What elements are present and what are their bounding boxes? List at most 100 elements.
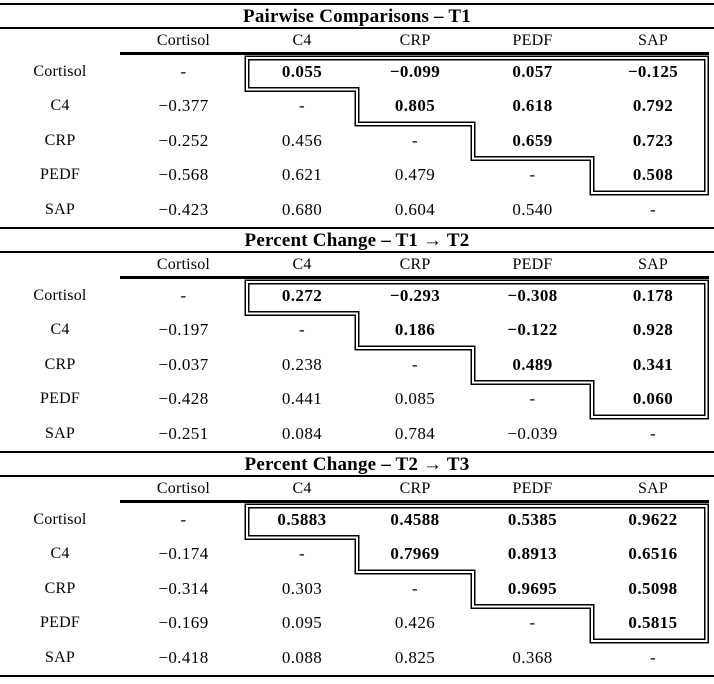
row-label-crp: CRP bbox=[44, 131, 76, 149]
row-label-pedf: PEDF bbox=[40, 614, 80, 632]
row-label-sap: SAP bbox=[45, 424, 75, 442]
cell-c4-pedf: 0.8913 bbox=[507, 544, 558, 564]
cell-crp-sap: 0.341 bbox=[632, 354, 674, 374]
table-body-grid: Cortisol - 0.055 −0.099 0.057 −0.125 C4 −0.377 -… bbox=[0, 55, 714, 228]
cell-c4-cortisol: −0.197 bbox=[158, 320, 209, 340]
cell-cortisol-cortisol: - bbox=[180, 285, 187, 305]
cell-pedf-pedf: - bbox=[529, 613, 536, 633]
column-header-c4: C4 bbox=[292, 31, 312, 49]
cell-crp-crp: - bbox=[411, 354, 419, 374]
cell-pedf-sap: 0.060 bbox=[632, 389, 674, 409]
table-sections: Pairwise Comparisons – T1 Cortisol C4 CRP P… bbox=[0, 3, 714, 675]
cell-c4-c4: - bbox=[298, 320, 306, 340]
header-underline-rule bbox=[120, 500, 709, 503]
column-header-crp: CRP bbox=[399, 31, 431, 49]
row-label-pedf: PEDF bbox=[40, 166, 80, 184]
table-section-2: Percent Change – T1 → T2 Cortisol C4 CRP PE… bbox=[0, 227, 714, 451]
cell-sap-sap: - bbox=[649, 199, 657, 219]
cell-sap-c4: 0.680 bbox=[281, 199, 323, 219]
header-underline-rule bbox=[120, 276, 709, 279]
cell-pedf-crp: 0.085 bbox=[394, 389, 436, 409]
cell-sap-crp: 0.604 bbox=[394, 199, 436, 219]
cell-crp-sap: 0.5098 bbox=[628, 578, 678, 598]
table-header-row: Cortisol C4 CRP PEDF SAP bbox=[0, 477, 714, 500]
cell-pedf-c4: 0.441 bbox=[281, 389, 323, 409]
column-header-cortisol: Cortisol bbox=[156, 31, 211, 49]
cell-cortisol-cortisol: - bbox=[180, 509, 187, 529]
row-label-sap: SAP bbox=[45, 200, 75, 218]
cell-cortisol-sap: 0.178 bbox=[632, 285, 674, 305]
cell-cortisol-sap: −0.125 bbox=[627, 61, 679, 81]
cell-pedf-cortisol: −0.428 bbox=[158, 389, 209, 409]
table-header-row: Cortisol C4 CRP PEDF SAP bbox=[0, 29, 714, 52]
cell-pedf-crp: 0.479 bbox=[394, 165, 436, 185]
cell-c4-cortisol: −0.377 bbox=[158, 96, 209, 116]
table-body: Cortisol - 0.5883 0.4588 0.5385 0.9622 C4 −0.17… bbox=[0, 503, 714, 676]
cell-cortisol-c4: 0.5883 bbox=[277, 509, 327, 529]
column-header-pedf: PEDF bbox=[512, 31, 553, 49]
cell-sap-pedf: 0.368 bbox=[512, 647, 553, 667]
cell-cortisol-c4: 0.272 bbox=[281, 285, 323, 305]
cell-crp-cortisol: −0.037 bbox=[158, 354, 209, 374]
cell-sap-cortisol: −0.423 bbox=[158, 199, 209, 219]
cell-pedf-cortisol: −0.568 bbox=[158, 165, 209, 185]
cell-c4-sap: 0.928 bbox=[632, 320, 674, 340]
bottom-rule bbox=[0, 675, 714, 677]
cell-c4-crp: 0.7969 bbox=[390, 544, 440, 564]
cell-c4-cortisol: −0.174 bbox=[158, 544, 209, 564]
cell-cortisol-pedf: 0.057 bbox=[512, 61, 553, 81]
row-label-cortisol: Cortisol bbox=[33, 62, 87, 80]
cell-sap-crp: 0.825 bbox=[394, 647, 436, 667]
cell-crp-c4: 0.238 bbox=[281, 354, 323, 374]
cell-sap-cortisol: −0.251 bbox=[158, 423, 209, 443]
column-header-sap: SAP bbox=[638, 255, 668, 273]
cell-sap-pedf: −0.039 bbox=[507, 423, 558, 443]
table-body: Cortisol - 0.055 −0.099 0.057 −0.125 C4 −0.377 -… bbox=[0, 55, 714, 228]
table-header-row: Cortisol C4 CRP PEDF SAP bbox=[0, 253, 714, 276]
cell-c4-c4: - bbox=[298, 96, 306, 116]
column-header-crp: CRP bbox=[399, 255, 431, 273]
table-body: Cortisol - 0.272 −0.293 −0.308 0.178 C4 −0.197 -… bbox=[0, 279, 714, 452]
cell-cortisol-cortisol: - bbox=[180, 61, 187, 81]
cell-crp-crp: - bbox=[411, 130, 419, 150]
cell-pedf-pedf: - bbox=[529, 389, 536, 409]
cell-cortisol-crp: 0.4588 bbox=[390, 509, 440, 529]
cell-cortisol-crp: −0.099 bbox=[389, 61, 441, 81]
row-label-crp: CRP bbox=[44, 579, 76, 597]
cell-sap-sap: - bbox=[649, 423, 657, 443]
cell-c4-crp: 0.186 bbox=[394, 320, 436, 340]
cell-sap-c4: 0.088 bbox=[281, 647, 323, 667]
row-label-c4: C4 bbox=[50, 97, 70, 115]
cell-cortisol-sap: 0.9622 bbox=[628, 509, 678, 529]
row-label-crp: CRP bbox=[44, 355, 76, 373]
cell-sap-pedf: 0.540 bbox=[512, 199, 553, 219]
table-title: Percent Change – T1 → T2 bbox=[0, 229, 714, 253]
table-title: Percent Change – T2 → T3 bbox=[0, 453, 714, 477]
header-corner-cell bbox=[0, 477, 120, 500]
header-corner-cell bbox=[0, 29, 120, 52]
cell-c4-pedf: −0.122 bbox=[507, 320, 558, 340]
table-title: Pairwise Comparisons – T1 bbox=[0, 5, 714, 29]
cell-cortisol-pedf: 0.5385 bbox=[507, 509, 558, 529]
cell-crp-cortisol: −0.252 bbox=[158, 130, 209, 150]
row-label-c4: C4 bbox=[50, 321, 70, 339]
cell-crp-pedf: 0.659 bbox=[512, 130, 553, 150]
cell-pedf-pedf: - bbox=[529, 165, 536, 185]
cell-cortisol-c4: 0.055 bbox=[281, 61, 323, 81]
header-underline-rule bbox=[120, 52, 709, 55]
cell-sap-crp: 0.784 bbox=[394, 423, 436, 443]
cell-c4-c4: - bbox=[298, 544, 306, 564]
cell-crp-c4: 0.303 bbox=[281, 578, 323, 598]
column-header-cortisol: Cortisol bbox=[156, 479, 211, 497]
cell-crp-crp: - bbox=[411, 578, 419, 598]
cell-sap-c4: 0.084 bbox=[281, 423, 323, 443]
cell-pedf-c4: 0.095 bbox=[281, 613, 323, 633]
row-label-sap: SAP bbox=[45, 648, 75, 666]
table-section-3: Percent Change – T2 → T3 Cortisol C4 CRP PE… bbox=[0, 451, 714, 675]
column-header-crp: CRP bbox=[399, 479, 431, 497]
cell-pedf-sap: 0.508 bbox=[632, 165, 674, 185]
cell-c4-sap: 0.6516 bbox=[628, 544, 678, 564]
row-label-cortisol: Cortisol bbox=[33, 510, 87, 528]
column-header-cortisol: Cortisol bbox=[156, 255, 211, 273]
